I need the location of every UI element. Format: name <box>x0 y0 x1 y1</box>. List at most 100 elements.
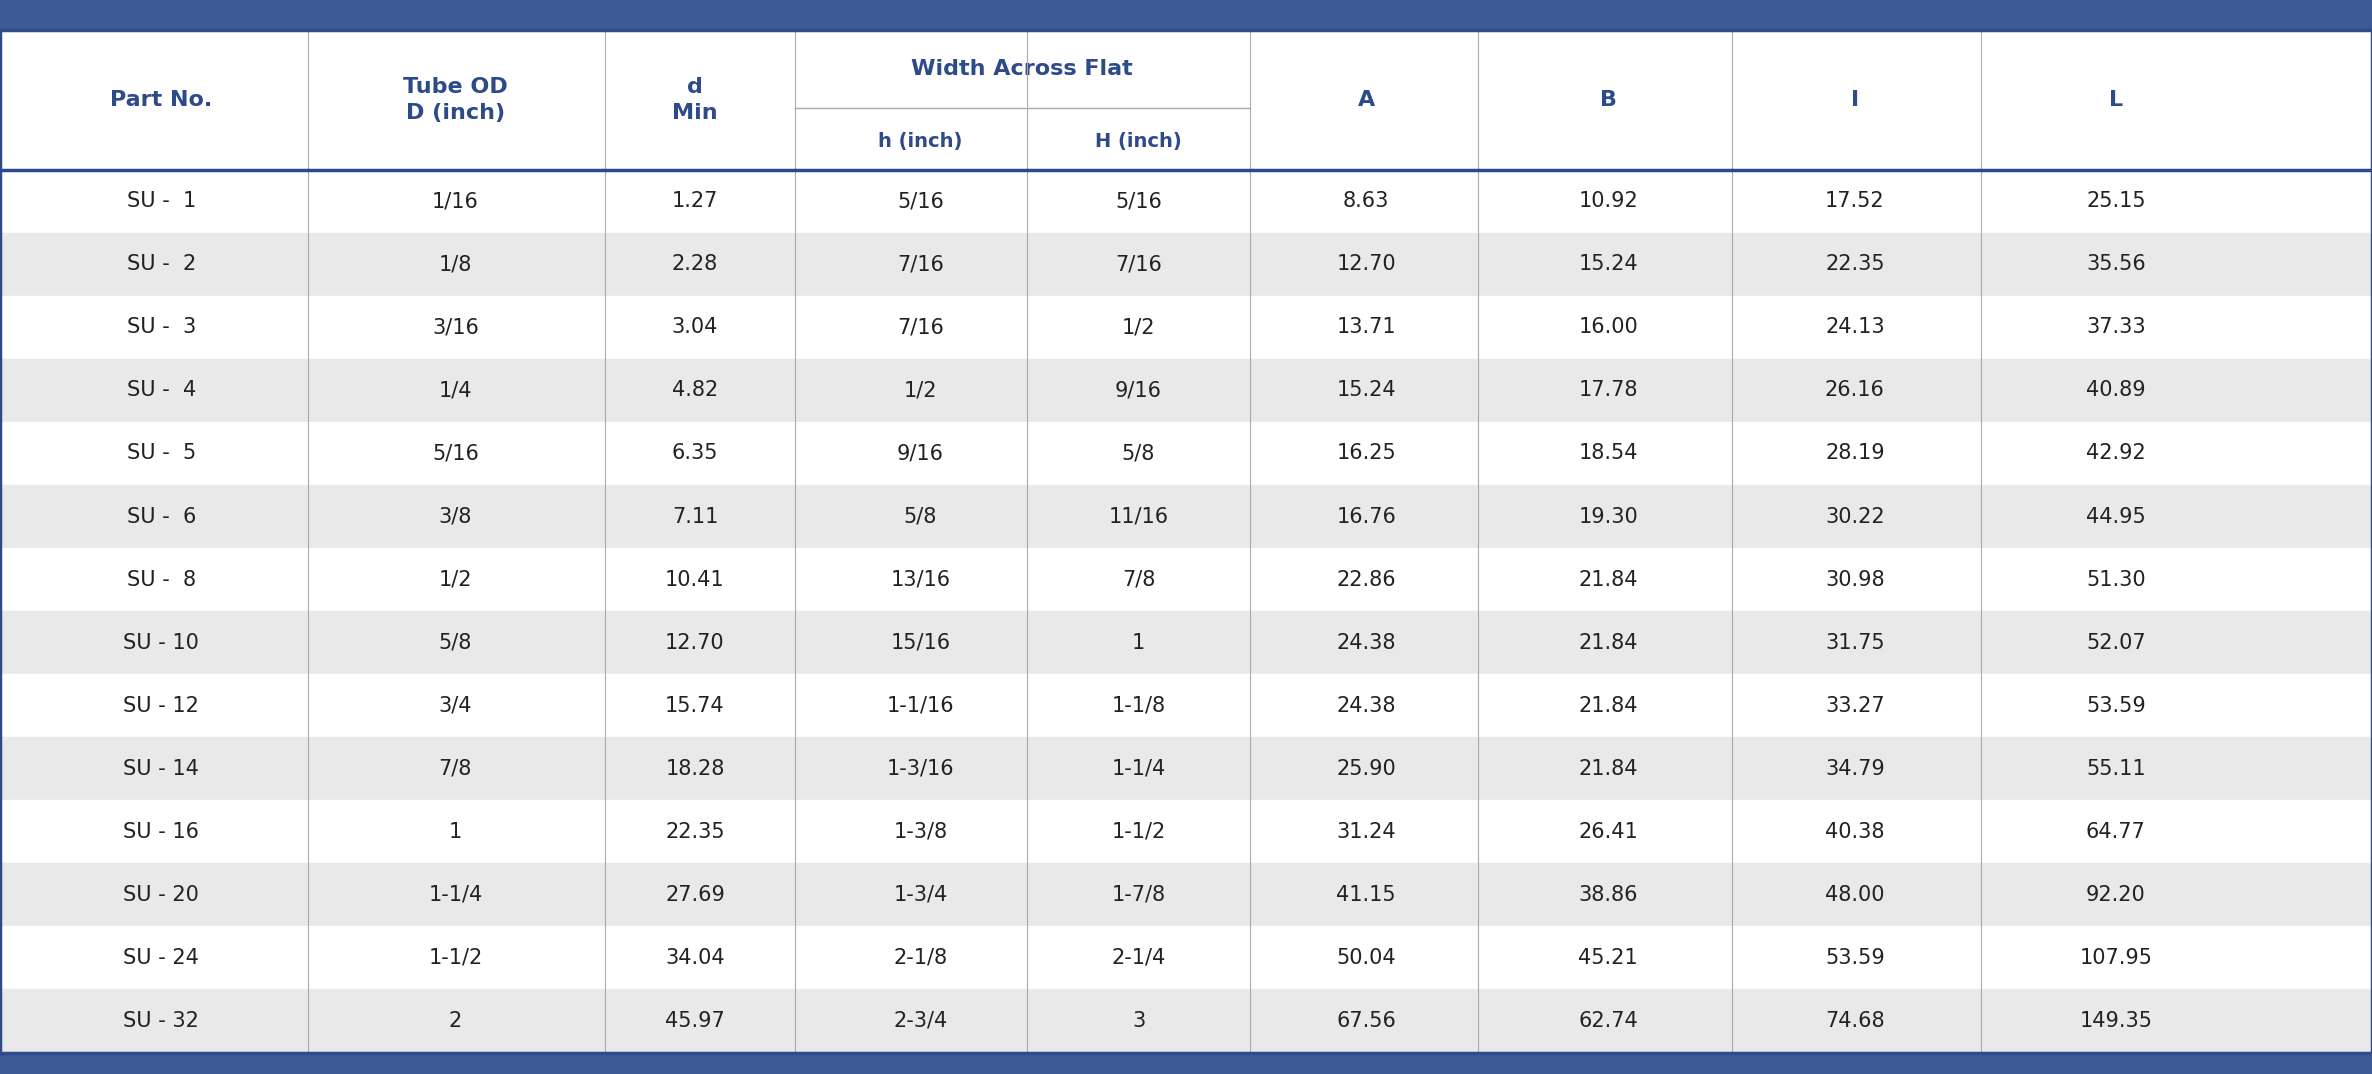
Text: 44.95: 44.95 <box>2085 507 2147 526</box>
Text: 40.38: 40.38 <box>1824 822 1886 842</box>
Text: 1-7/8: 1-7/8 <box>1112 885 1165 905</box>
Text: 30.22: 30.22 <box>1824 507 1886 526</box>
Text: 1/2: 1/2 <box>904 380 937 401</box>
Text: 7/16: 7/16 <box>1115 255 1162 274</box>
Text: 30.98: 30.98 <box>1824 569 1886 590</box>
Text: 7/8: 7/8 <box>1122 569 1155 590</box>
Text: 26.16: 26.16 <box>1824 380 1886 401</box>
Text: 21.84: 21.84 <box>1577 633 1639 653</box>
Bar <box>0 989 2372 1053</box>
Text: 1-1/2: 1-1/2 <box>429 948 482 968</box>
Text: 74.68: 74.68 <box>1824 1011 1886 1031</box>
Text: SU - 16: SU - 16 <box>123 822 199 842</box>
Text: 51.30: 51.30 <box>2085 569 2147 590</box>
Text: 16.76: 16.76 <box>1335 507 1397 526</box>
Text: 22.35: 22.35 <box>664 822 726 842</box>
Text: 45.21: 45.21 <box>1577 948 1639 968</box>
Text: 5/8: 5/8 <box>904 507 937 526</box>
Text: 1-3/8: 1-3/8 <box>894 822 946 842</box>
Text: h (inch): h (inch) <box>878 132 963 151</box>
Text: 22.86: 22.86 <box>1335 569 1397 590</box>
Text: 15.74: 15.74 <box>664 696 726 715</box>
Text: 1: 1 <box>1131 633 1146 653</box>
Text: SU - 14: SU - 14 <box>123 758 199 779</box>
Text: 1-1/16: 1-1/16 <box>887 696 954 715</box>
Text: 42.92: 42.92 <box>2085 444 2147 464</box>
Text: SU -  1: SU - 1 <box>126 191 197 212</box>
Text: 10.92: 10.92 <box>1577 191 1639 212</box>
Text: 13/16: 13/16 <box>890 569 951 590</box>
Text: 16.25: 16.25 <box>1335 444 1397 464</box>
Text: 41.15: 41.15 <box>1335 885 1397 905</box>
Text: 26.41: 26.41 <box>1577 822 1639 842</box>
Text: 149.35: 149.35 <box>2080 1011 2151 1031</box>
Text: 2-1/4: 2-1/4 <box>1112 948 1165 968</box>
Text: SU -  8: SU - 8 <box>126 569 197 590</box>
Text: 35.56: 35.56 <box>2085 255 2147 274</box>
Text: 12.70: 12.70 <box>1335 255 1397 274</box>
Bar <box>0 737 2372 800</box>
Text: Tube OD
D (inch): Tube OD D (inch) <box>403 76 508 124</box>
Text: SU -  2: SU - 2 <box>126 255 197 274</box>
Text: 1/2: 1/2 <box>439 569 472 590</box>
Bar <box>0 1053 2372 1074</box>
Bar <box>0 422 2372 485</box>
Text: 62.74: 62.74 <box>1577 1011 1639 1031</box>
Text: 40.89: 40.89 <box>2085 380 2147 401</box>
Text: 15.24: 15.24 <box>1577 255 1639 274</box>
Text: SU - 10: SU - 10 <box>123 633 199 653</box>
Text: 2-1/8: 2-1/8 <box>894 948 946 968</box>
Text: 1-1/2: 1-1/2 <box>1112 822 1165 842</box>
Bar <box>0 800 2372 863</box>
Text: SU - 24: SU - 24 <box>123 948 199 968</box>
Bar <box>0 611 2372 674</box>
Text: 1-3/16: 1-3/16 <box>887 758 954 779</box>
Text: SU -  6: SU - 6 <box>126 507 197 526</box>
Text: Part No.: Part No. <box>109 90 213 110</box>
Text: 2: 2 <box>448 1011 463 1031</box>
Text: 9/16: 9/16 <box>897 444 944 464</box>
Text: 5/8: 5/8 <box>439 633 472 653</box>
Text: Width Across Flat: Width Across Flat <box>911 59 1134 79</box>
Text: 31.24: 31.24 <box>1335 822 1397 842</box>
Text: H (inch): H (inch) <box>1096 132 1181 151</box>
Text: 12.70: 12.70 <box>664 633 726 653</box>
Text: 1-3/4: 1-3/4 <box>894 885 946 905</box>
Text: 48.00: 48.00 <box>1824 885 1886 905</box>
Text: 21.84: 21.84 <box>1577 569 1639 590</box>
Bar <box>0 233 2372 295</box>
Text: 1/16: 1/16 <box>432 191 479 212</box>
Text: 107.95: 107.95 <box>2080 948 2151 968</box>
Text: 11/16: 11/16 <box>1108 507 1169 526</box>
Text: A: A <box>1357 90 1376 110</box>
Text: 45.97: 45.97 <box>664 1011 726 1031</box>
Text: 1.27: 1.27 <box>671 191 719 212</box>
Text: 34.79: 34.79 <box>1824 758 1886 779</box>
Text: d
Min: d Min <box>671 76 719 124</box>
Text: 64.77: 64.77 <box>2085 822 2147 842</box>
Text: 18.28: 18.28 <box>664 758 726 779</box>
Text: 34.04: 34.04 <box>664 948 726 968</box>
Text: 4.82: 4.82 <box>671 380 719 401</box>
Text: 18.54: 18.54 <box>1577 444 1639 464</box>
Text: 24.38: 24.38 <box>1335 696 1397 715</box>
Text: 7/16: 7/16 <box>897 255 944 274</box>
Bar <box>0 170 2372 233</box>
Text: SU -  3: SU - 3 <box>126 317 197 337</box>
Text: 15.24: 15.24 <box>1335 380 1397 401</box>
Bar <box>0 863 2372 927</box>
Text: 67.56: 67.56 <box>1335 1011 1397 1031</box>
Bar <box>0 927 2372 989</box>
Text: 10.41: 10.41 <box>664 569 726 590</box>
Text: 38.86: 38.86 <box>1577 885 1639 905</box>
Text: 17.78: 17.78 <box>1577 380 1639 401</box>
Text: 13.71: 13.71 <box>1335 317 1397 337</box>
Text: SU -  4: SU - 4 <box>126 380 197 401</box>
Text: 37.33: 37.33 <box>2085 317 2147 337</box>
Text: 2.28: 2.28 <box>671 255 719 274</box>
Text: 53.59: 53.59 <box>1824 948 1886 968</box>
Text: 6.35: 6.35 <box>671 444 719 464</box>
Text: 1/8: 1/8 <box>439 255 472 274</box>
Text: 50.04: 50.04 <box>1335 948 1397 968</box>
Text: SU - 32: SU - 32 <box>123 1011 199 1031</box>
